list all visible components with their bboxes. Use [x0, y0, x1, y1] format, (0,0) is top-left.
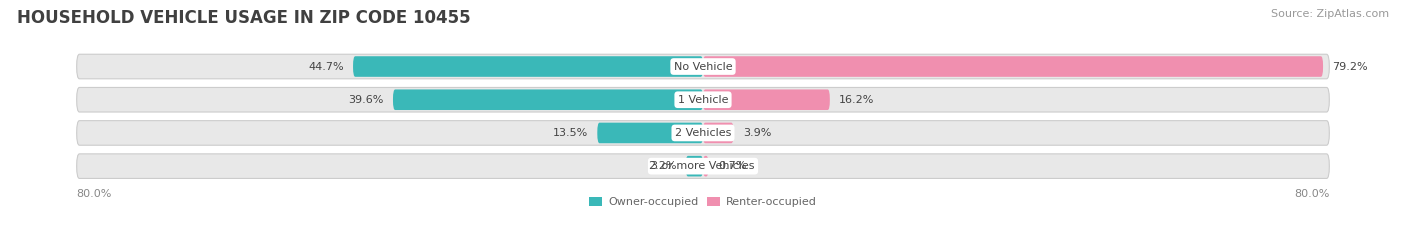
- Text: Source: ZipAtlas.com: Source: ZipAtlas.com: [1271, 9, 1389, 19]
- Text: 16.2%: 16.2%: [839, 95, 875, 105]
- Text: 3.9%: 3.9%: [742, 128, 772, 138]
- Text: 1 Vehicle: 1 Vehicle: [678, 95, 728, 105]
- FancyBboxPatch shape: [77, 121, 1329, 145]
- Text: 0.7%: 0.7%: [718, 161, 747, 171]
- Text: 2 Vehicles: 2 Vehicles: [675, 128, 731, 138]
- FancyBboxPatch shape: [392, 89, 703, 110]
- Legend: Owner-occupied, Renter-occupied: Owner-occupied, Renter-occupied: [585, 192, 821, 212]
- FancyBboxPatch shape: [703, 56, 1323, 77]
- FancyBboxPatch shape: [598, 123, 703, 143]
- FancyBboxPatch shape: [703, 123, 734, 143]
- FancyBboxPatch shape: [686, 156, 703, 176]
- FancyBboxPatch shape: [703, 156, 709, 176]
- Text: No Vehicle: No Vehicle: [673, 62, 733, 72]
- FancyBboxPatch shape: [77, 54, 1329, 79]
- Text: 3 or more Vehicles: 3 or more Vehicles: [651, 161, 755, 171]
- Text: 80.0%: 80.0%: [1294, 189, 1329, 199]
- Text: 39.6%: 39.6%: [349, 95, 384, 105]
- Text: 13.5%: 13.5%: [553, 128, 588, 138]
- Text: 2.2%: 2.2%: [648, 161, 676, 171]
- FancyBboxPatch shape: [77, 154, 1329, 178]
- Text: 79.2%: 79.2%: [1333, 62, 1368, 72]
- FancyBboxPatch shape: [703, 89, 830, 110]
- FancyBboxPatch shape: [77, 87, 1329, 112]
- Text: HOUSEHOLD VEHICLE USAGE IN ZIP CODE 10455: HOUSEHOLD VEHICLE USAGE IN ZIP CODE 1045…: [17, 9, 471, 27]
- FancyBboxPatch shape: [353, 56, 703, 77]
- Text: 44.7%: 44.7%: [308, 62, 343, 72]
- Text: 80.0%: 80.0%: [77, 189, 112, 199]
